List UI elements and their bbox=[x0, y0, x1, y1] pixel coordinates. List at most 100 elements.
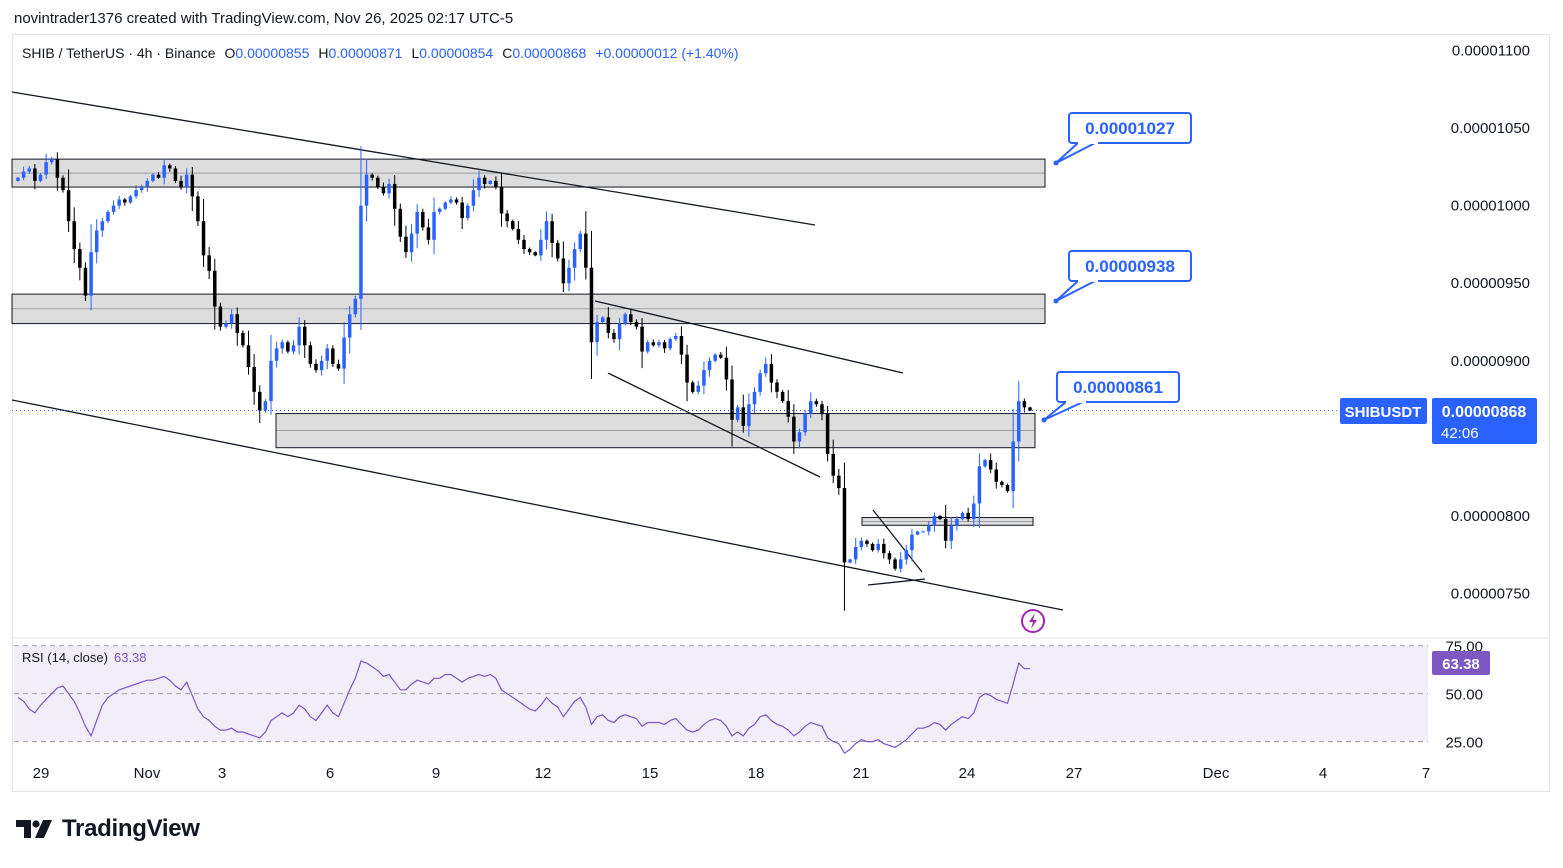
price-callouts[interactable]: 0.00001027 0.00000938 0.00000861 bbox=[1041, 112, 1192, 423]
chart-frame bbox=[12, 34, 1550, 792]
candle-body bbox=[898, 559, 903, 569]
x-tick-label: 15 bbox=[642, 765, 659, 782]
callout-anchor-dot bbox=[1053, 160, 1059, 166]
candle-body bbox=[938, 515, 942, 520]
price-tag-countdown: 42:06 bbox=[1441, 425, 1479, 442]
callout-box bbox=[1056, 371, 1180, 403]
legend-close-label: C bbox=[502, 45, 513, 61]
x-tick-label: 6 bbox=[326, 765, 334, 782]
candle-body bbox=[904, 550, 909, 560]
rsi-pane bbox=[12, 637, 1550, 755]
x-tick-label: Nov bbox=[134, 765, 161, 782]
candle-body bbox=[106, 211, 110, 222]
trendlines bbox=[11, 91, 1064, 611]
candle-body bbox=[758, 373, 762, 392]
candle-body bbox=[21, 171, 26, 178]
candle-body bbox=[730, 379, 734, 420]
x-tick-label: 12 bbox=[535, 765, 552, 782]
x-tick-label: 24 bbox=[959, 765, 976, 782]
tradingview-wordmark: TradingView bbox=[62, 815, 200, 842]
attribution: novintrader1376 created with TradingView… bbox=[14, 10, 514, 27]
candle-body bbox=[218, 306, 223, 327]
candle-body bbox=[302, 326, 307, 346]
candle-body bbox=[769, 363, 774, 383]
candle-body bbox=[831, 453, 835, 476]
legend-high-label: H bbox=[318, 45, 329, 61]
candle-body bbox=[617, 323, 622, 340]
candle-body bbox=[347, 314, 352, 338]
candle-body bbox=[297, 326, 301, 346]
tradingview-logo[interactable]: TradingView bbox=[16, 815, 200, 843]
legend-symbol: SHIB / TetherUS · 4h · Binance bbox=[22, 45, 216, 61]
candle-body bbox=[808, 401, 813, 414]
candle-body bbox=[741, 407, 746, 426]
candle-body bbox=[544, 221, 549, 240]
rsi-legend: RSI (14, close) 63.38 bbox=[22, 650, 147, 665]
y-tick-label: 0.00000900 bbox=[1451, 353, 1530, 370]
candle-body bbox=[775, 382, 779, 392]
candle-body bbox=[162, 165, 166, 178]
callout-gap bbox=[1078, 278, 1098, 282]
candle-body bbox=[392, 183, 397, 209]
candle-body bbox=[151, 174, 155, 181]
callout-gap bbox=[1078, 140, 1098, 144]
candle-body bbox=[364, 174, 369, 206]
candle-body bbox=[696, 385, 701, 392]
x-tick-label: 9 bbox=[432, 765, 440, 782]
candle-body bbox=[865, 540, 869, 544]
axes: 0.00001100 0.00001050 0.00001000 0.00000950… bbox=[33, 43, 1530, 782]
candle-body bbox=[662, 342, 667, 349]
candle-body bbox=[786, 401, 790, 417]
candle-body bbox=[955, 519, 959, 526]
candle-body bbox=[173, 168, 178, 181]
candle-body bbox=[415, 211, 419, 234]
candle-body bbox=[16, 177, 20, 181]
x-tick-label: 29 bbox=[33, 765, 50, 782]
trendline bbox=[872, 509, 923, 573]
callout-box bbox=[1068, 250, 1192, 282]
candle-body bbox=[1028, 407, 1032, 411]
candle-body bbox=[674, 336, 678, 340]
candle-body bbox=[707, 360, 712, 371]
candle-body bbox=[882, 543, 886, 554]
x-tick-label: 3 bbox=[218, 765, 226, 782]
candle-body bbox=[842, 488, 847, 563]
candle-body bbox=[111, 205, 116, 212]
candle-body bbox=[342, 337, 346, 369]
candle-body bbox=[443, 202, 448, 209]
last-price-tag: SHIBUSDT 0.00000868 42:06 63.38 bbox=[1021, 398, 1537, 675]
candle-body bbox=[370, 174, 374, 178]
candle-body bbox=[870, 543, 875, 551]
candle-body bbox=[640, 326, 644, 352]
candle-body bbox=[645, 342, 650, 352]
y-tick-label: 0.00001050 bbox=[1451, 120, 1530, 137]
candle-body bbox=[853, 547, 858, 560]
candle-body bbox=[505, 213, 509, 222]
candle-body bbox=[196, 196, 200, 222]
y-tick-label: 0.00000800 bbox=[1451, 508, 1530, 525]
candle-body bbox=[550, 221, 554, 243]
chart-legend: SHIB / TetherUS · 4h · Binance O 0.00000… bbox=[22, 45, 748, 61]
x-tick-label: 18 bbox=[748, 765, 765, 782]
candle-body bbox=[353, 298, 358, 315]
candle-body bbox=[825, 413, 830, 454]
candle-body bbox=[966, 512, 970, 520]
candle-body bbox=[27, 168, 31, 172]
candle-body bbox=[837, 475, 841, 489]
candle-body bbox=[409, 233, 414, 253]
candle-body bbox=[494, 180, 498, 188]
candle-body bbox=[764, 363, 768, 374]
candle-body bbox=[792, 416, 796, 442]
candle-body bbox=[932, 515, 937, 526]
symbol-tag-bg bbox=[1340, 398, 1427, 424]
candle-body bbox=[286, 342, 290, 352]
candle-body bbox=[466, 205, 470, 219]
candle-body bbox=[100, 221, 105, 231]
candle-body bbox=[117, 199, 121, 206]
price-tag-value: 0.00000868 bbox=[1442, 404, 1527, 421]
rsi-tag-bg bbox=[1432, 651, 1490, 675]
candle-body bbox=[915, 531, 920, 535]
candle-body bbox=[1005, 484, 1010, 492]
x-tick-label: 27 bbox=[1066, 765, 1083, 782]
